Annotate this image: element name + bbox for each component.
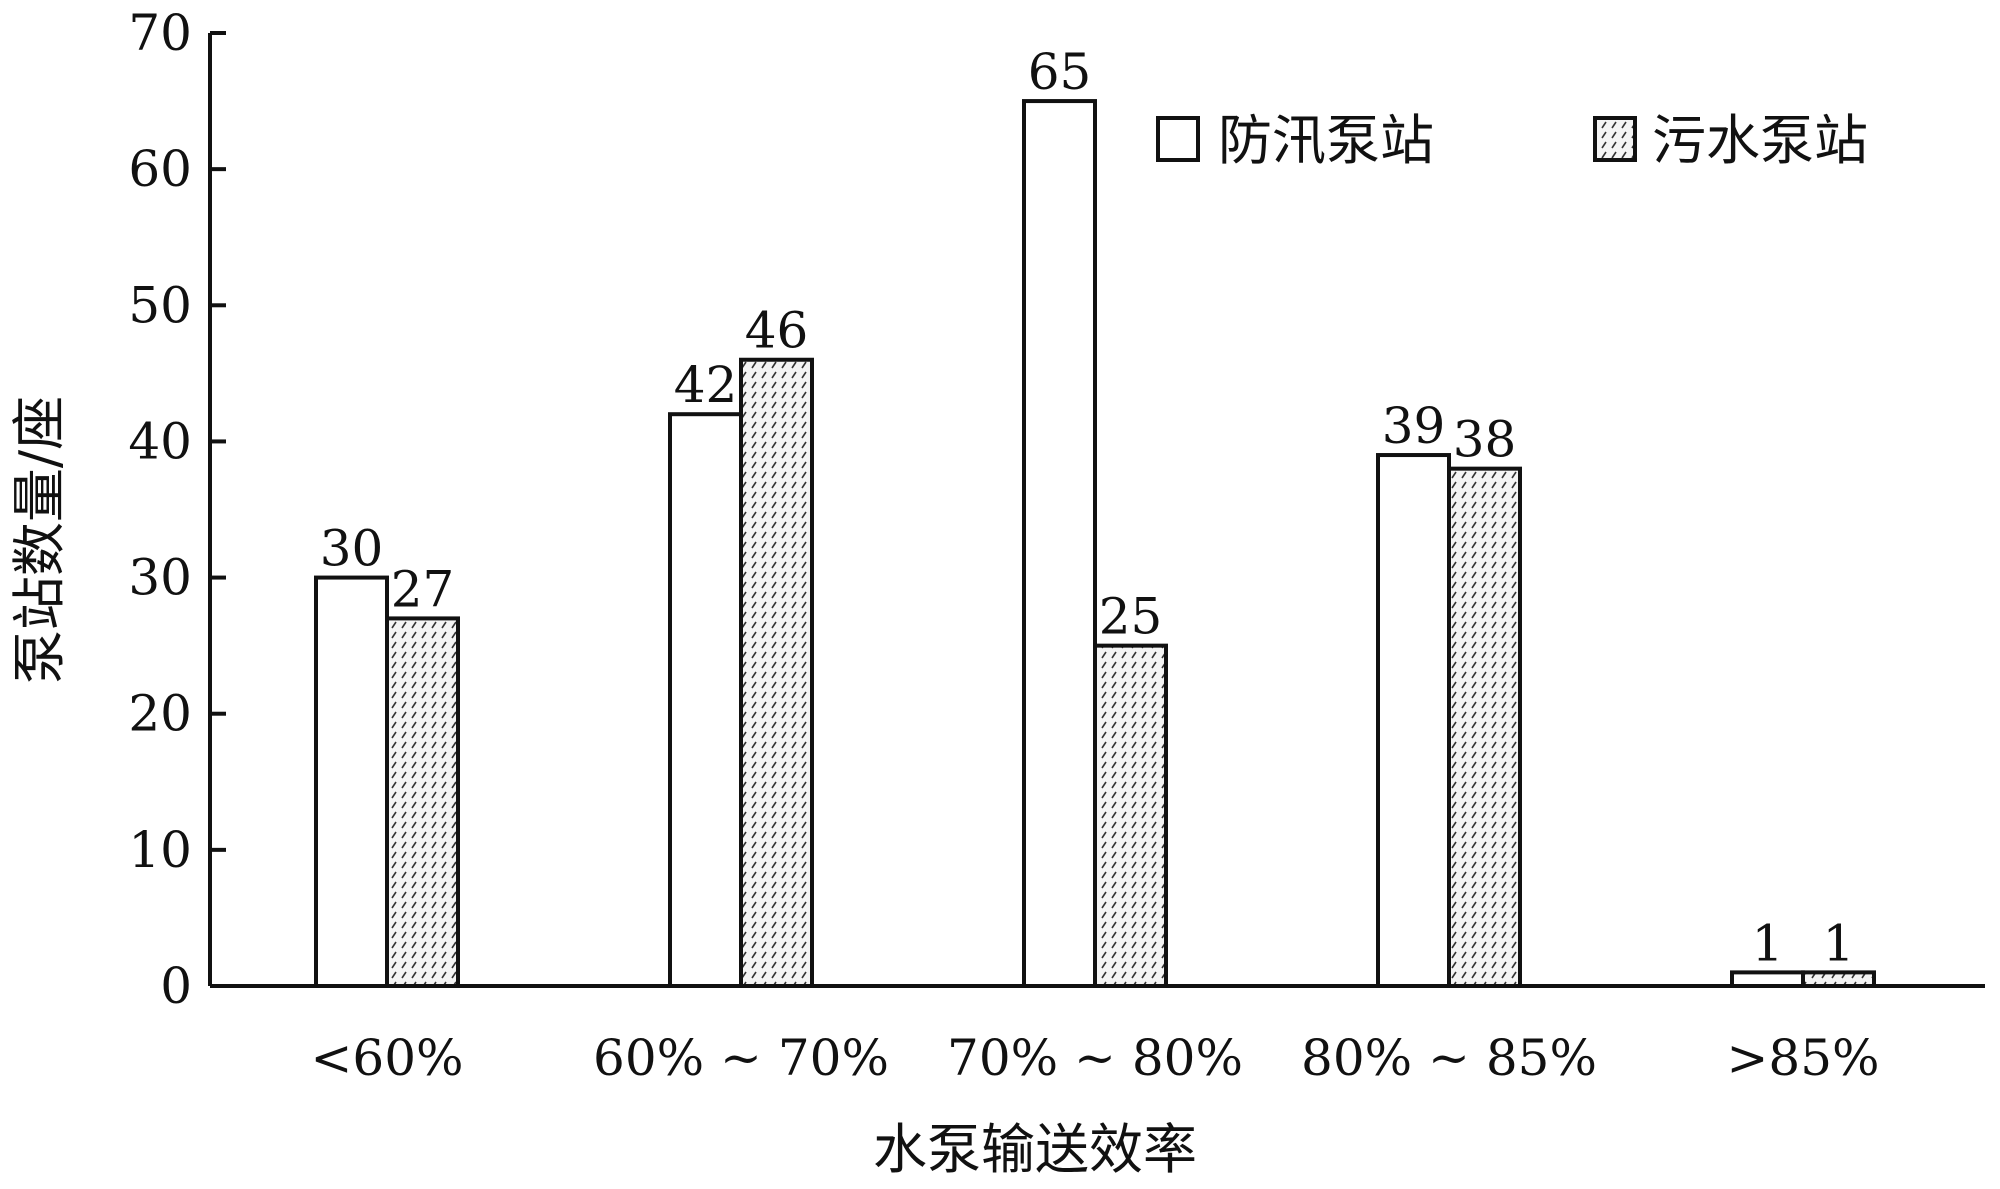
legend-swatch-flood — [1156, 116, 1200, 162]
x-tick-label: 60% ~ 70% — [593, 1029, 889, 1087]
bar-flood — [1022, 99, 1097, 989]
bar-sewage — [1447, 466, 1522, 988]
legend-label-sewage: 污水泵站 — [1652, 109, 1868, 172]
bar-value-label: 27 — [391, 560, 455, 618]
bar-sewage — [1801, 970, 1876, 989]
y-tick-label: 60 — [128, 140, 192, 198]
y-tick-label: 50 — [128, 276, 192, 334]
bar-value-label: 1 — [1823, 914, 1855, 972]
legend-label-flood: 防汛泵站 — [1218, 109, 1434, 172]
bar-sewage — [1093, 643, 1168, 989]
y-tick-label: 70 — [128, 4, 192, 62]
x-tick-label: <60% — [310, 1029, 463, 1087]
bar-value-label: 1 — [1752, 914, 1784, 972]
x-tick-label: 70% ~ 80% — [947, 1029, 1243, 1087]
bar-flood — [668, 412, 743, 988]
bar-value-label: 39 — [1382, 397, 1446, 455]
bar-sewage — [739, 357, 814, 988]
bar-value-label: 42 — [674, 356, 738, 414]
bar-flood — [1730, 970, 1805, 989]
legend: 防汛泵站 污水泵站 — [1156, 109, 1868, 172]
y-axis-title: 泵站数量/座 — [8, 396, 71, 684]
bar-flood — [1376, 453, 1451, 988]
y-tick-label: 20 — [128, 685, 192, 743]
bar-value-label: 46 — [745, 302, 809, 360]
legend-swatch-sewage — [1593, 116, 1637, 162]
bar-value-label: 30 — [320, 520, 384, 578]
bar-value-label: 25 — [1099, 588, 1163, 646]
axes: 0 10 20 30 40 50 60 70 <60% 60% ~ 70% 70% ~ 80% 80%… — [128, 4, 1985, 1087]
x-tick-label: >85% — [1726, 1029, 1879, 1087]
y-tick-label: 10 — [128, 821, 192, 879]
y-tick-label: 0 — [160, 957, 192, 1015]
bar-value-label: 38 — [1453, 411, 1517, 469]
y-tick-label: 30 — [128, 549, 192, 607]
x-axis-title: 水泵输送效率 — [873, 1118, 1197, 1181]
x-tick-label: 80% ~ 85% — [1301, 1029, 1597, 1087]
y-tick-label: 40 — [128, 412, 192, 470]
bar-flood — [314, 575, 389, 988]
bar-sewage — [385, 616, 460, 989]
bar-value-label: 65 — [1028, 43, 1092, 101]
